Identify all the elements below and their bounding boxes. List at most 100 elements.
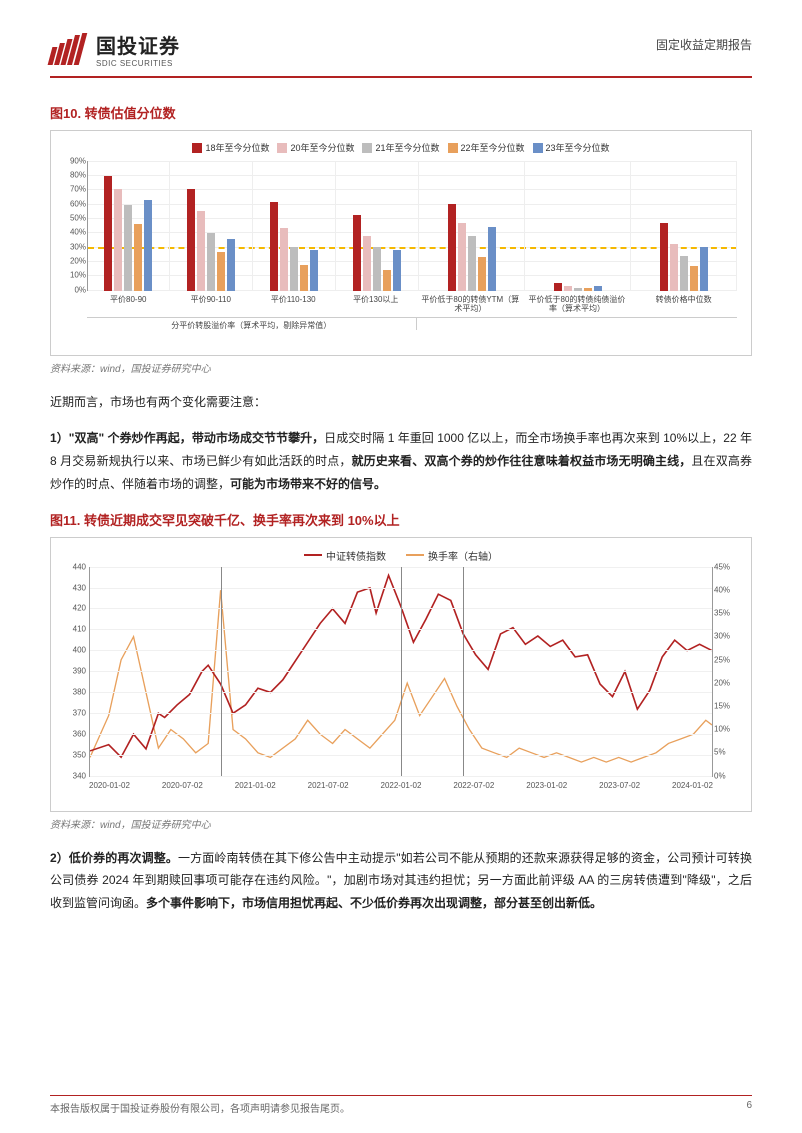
x-label: 2021-07-02 <box>308 781 349 790</box>
y-tick: 90% <box>64 156 86 165</box>
y-tick: 10% <box>64 271 86 280</box>
fig10-chart: 18年至今分位数20年至今分位数21年至今分位数22年至今分位数23年至今分位数… <box>50 130 752 356</box>
bar-group <box>525 161 631 291</box>
bar <box>134 224 142 290</box>
fig10-source: 资料来源：wind，国投证券研究中心 <box>50 360 752 375</box>
bar <box>594 286 602 290</box>
fig11-source: 资料来源：wind，国投证券研究中心 <box>50 816 752 831</box>
fig10-title: 图10. 转债估值分位数 <box>50 103 752 122</box>
bar-group <box>336 161 419 291</box>
y-tick-left: 410 <box>64 625 86 634</box>
bar <box>124 205 132 290</box>
event-line <box>401 567 402 776</box>
x-label: 平价110-130 <box>252 293 335 316</box>
y-tick-left: 360 <box>64 729 86 738</box>
y-tick-left: 400 <box>64 646 86 655</box>
bar <box>574 288 582 291</box>
logo-icon <box>50 33 88 65</box>
y-tick-left: 370 <box>64 708 86 717</box>
para2-b1: "双高" 个券炒作再起，带动市场成交节节攀升， <box>69 431 324 445</box>
y-tick-right: 0% <box>714 771 738 780</box>
y-tick-right: 15% <box>714 702 738 711</box>
fig11-plot: 3403503603703803904004104204304400%5%10%… <box>89 567 713 807</box>
para2-b2: 就历史来看、双高个券的炒作往往意味着权益市场无明确主线， <box>352 454 692 468</box>
y-tick-right: 10% <box>714 725 738 734</box>
y-tick-left: 430 <box>64 583 86 592</box>
x-label: 2023-01-02 <box>526 781 567 790</box>
bar <box>114 189 122 290</box>
y-tick: 40% <box>64 228 86 237</box>
y-tick-left: 390 <box>64 667 86 676</box>
bar <box>690 266 698 291</box>
x-label: 2020-01-02 <box>89 781 130 790</box>
y-tick: 30% <box>64 242 86 251</box>
page-header: 国投证券 SDIC SECURITIES 固定收益定期报告 <box>50 30 752 78</box>
para3-prefix: 2） <box>50 851 69 865</box>
y-tick: 0% <box>64 285 86 294</box>
bar <box>383 270 391 290</box>
fig11-title: 图11. 转债近期成交罕见突破千亿、换手率再次来到 10%以上 <box>50 510 752 529</box>
legend-item: 18年至今分位数 <box>192 141 269 154</box>
y-tick-right: 20% <box>714 678 738 687</box>
bar <box>227 239 235 291</box>
y-tick-right: 30% <box>714 632 738 641</box>
y-tick: 60% <box>64 199 86 208</box>
y-tick-right: 45% <box>714 562 738 571</box>
bar <box>187 189 195 290</box>
para2-prefix: 1） <box>50 431 69 445</box>
bar <box>363 236 371 291</box>
x-label: 2023-07-02 <box>599 781 640 790</box>
legend-item: 中证转债指数 <box>304 548 386 563</box>
fig10-plot: 0%10%20%30%40%50%60%70%80%90% 平价80-90平价9… <box>87 161 737 351</box>
bar <box>584 288 592 291</box>
bar <box>280 228 288 290</box>
y-tick-left: 380 <box>64 688 86 697</box>
y-tick: 70% <box>64 185 86 194</box>
y-tick: 80% <box>64 170 86 179</box>
y-tick: 50% <box>64 213 86 222</box>
para-3: 2）低价券的再次调整。一方面岭南转债在其下修公告中主动提示"如若公司不能从预期的… <box>50 847 752 915</box>
x-label: 2021-01-02 <box>235 781 276 790</box>
bar <box>670 244 678 290</box>
bar <box>554 283 562 290</box>
fig11-chart: 中证转债指数 换手率（右轴） 34035036037038039040041042… <box>50 537 752 812</box>
bar <box>448 204 456 291</box>
y-tick-left: 440 <box>64 562 86 571</box>
bar <box>144 200 152 291</box>
legend-item: 20年至今分位数 <box>277 141 354 154</box>
logo-text-en: SDIC SECURITIES <box>96 59 180 68</box>
bar <box>270 202 278 290</box>
y-tick-right: 35% <box>714 609 738 618</box>
bar <box>197 211 205 290</box>
page-footer: 本报告版权属于国投证券股份有限公司，各项声明请参见报告尾页。 6 <box>50 1095 752 1115</box>
para-1: 近期而言，市场也有两个变化需要注意： <box>50 391 752 414</box>
bar <box>373 247 381 290</box>
x-supergroup: 分平价转股溢价率（算术平均，剔除异常值） <box>87 318 417 331</box>
bar <box>104 176 112 290</box>
x-label: 2022-01-02 <box>381 781 422 790</box>
fig10-legend: 18年至今分位数20年至今分位数21年至今分位数22年至今分位数23年至今分位数 <box>61 141 741 155</box>
bar <box>478 257 486 290</box>
bar <box>564 286 572 290</box>
bar <box>217 252 225 291</box>
legend-item: 换手率（右轴） <box>406 548 498 563</box>
para2-b3: 可能为市场带来不好的信号。 <box>230 477 386 491</box>
x-label: 平价低于80的转债YTM（算术平均） <box>417 293 524 316</box>
bar <box>300 265 308 291</box>
para3-b1: 低价券的再次调整。 <box>69 851 178 865</box>
x-label: 2020-07-02 <box>162 781 203 790</box>
y-tick-right: 5% <box>714 748 738 757</box>
x-label: 2024-01-02 <box>672 781 713 790</box>
page: 国投证券 SDIC SECURITIES 固定收益定期报告 图10. 转债估值分… <box>0 0 802 1133</box>
bar <box>488 227 496 291</box>
bar-group <box>253 161 336 291</box>
x-label: 平价低于80的转债纯债溢价率（算术平均） <box>524 293 631 316</box>
bar-group <box>419 161 525 291</box>
y-tick: 20% <box>64 256 86 265</box>
y-tick-left: 340 <box>64 771 86 780</box>
bar <box>700 247 708 290</box>
event-line <box>221 567 222 776</box>
y-tick-right: 25% <box>714 655 738 664</box>
bar <box>660 223 668 291</box>
bar <box>458 223 466 291</box>
